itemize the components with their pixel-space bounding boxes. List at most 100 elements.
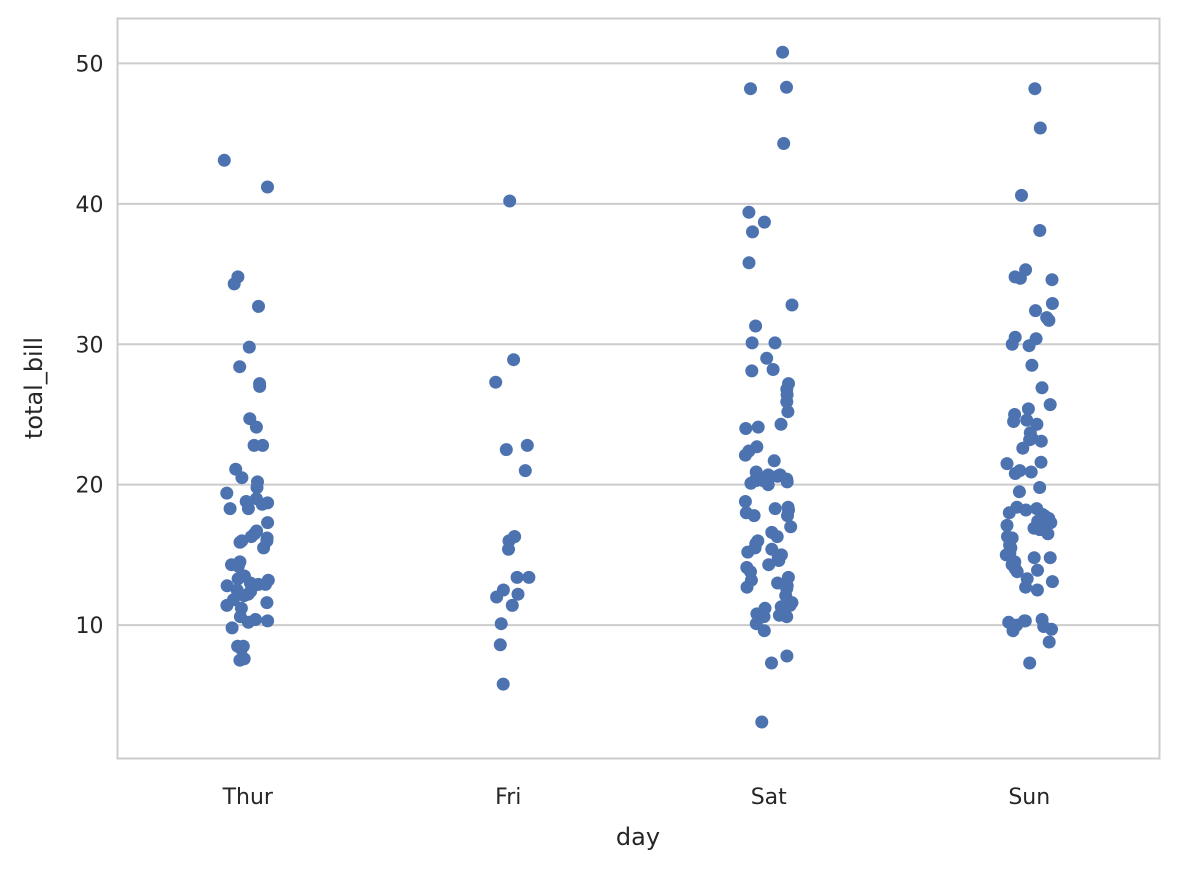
data-point [217,153,231,167]
data-point [520,438,534,452]
data-point [740,580,754,594]
data-point [744,82,757,96]
data-point [1030,583,1044,597]
data-point [762,558,776,572]
data-point [1020,413,1034,427]
data-point [1000,518,1014,532]
data-point [1034,455,1048,469]
y-tick-label: 10 [76,614,104,639]
data-point [768,336,782,350]
data-point [1021,402,1035,416]
x-tick-label: Thur [222,785,274,810]
data-point [757,215,771,229]
data-point [742,256,756,270]
data-point [780,649,794,663]
data-point [739,422,753,435]
data-point [746,225,759,239]
data-point [503,194,517,208]
data-point [235,471,249,485]
data-point [1033,481,1047,494]
y-tick-label: 50 [76,52,104,77]
data-point [744,476,758,490]
data-point [747,509,761,523]
y-tick-label: 40 [76,193,104,218]
data-point [738,448,752,462]
data-point [1041,527,1055,541]
data-point [510,570,524,584]
data-point [1002,506,1016,520]
data-point [1029,304,1042,318]
data-point [780,395,794,409]
data-point [1007,415,1021,428]
data-point [223,502,237,516]
plot-frame [116,17,1161,760]
data-point [502,542,515,556]
data-point [1035,381,1049,395]
data-point [1045,622,1058,636]
data-point [241,502,255,516]
data-point [490,590,504,604]
data-point [261,180,274,194]
data-point [781,405,795,419]
data-point [1000,457,1014,471]
data-point [252,299,265,313]
data-point [738,495,752,508]
y-tick-label: 20 [76,474,104,499]
data-point [1033,121,1047,135]
data-point [1008,467,1022,480]
data-point [234,642,248,656]
data-point [507,353,521,367]
data-point [1027,551,1041,565]
data-point [1034,434,1048,448]
data-point [253,379,267,393]
data-point [761,478,775,492]
data-point [257,541,271,555]
data-point [499,443,513,457]
data-point [745,336,759,350]
data-point [1022,339,1036,353]
data-point [1028,82,1042,96]
data-point [1006,624,1020,638]
data-point [1013,271,1027,285]
data-point [1045,273,1059,287]
data-point [227,277,241,291]
data-point [1012,485,1026,499]
data-point [237,589,251,603]
data-point [777,137,791,150]
data-point [1023,656,1037,670]
grid-lines [117,62,1160,627]
data-point [261,614,275,628]
data-point [742,205,756,219]
data-point [760,351,774,365]
data-point [242,340,256,354]
data-point [780,475,794,489]
data-point [505,598,519,612]
data-point [518,464,532,478]
data-point [255,497,269,511]
data-point [785,298,799,312]
data-point [745,364,759,378]
data-point [1010,565,1024,579]
data-point [522,570,536,584]
data-point [1043,398,1057,412]
data-point [776,45,790,59]
data-point [780,610,794,624]
data-point [1042,635,1056,649]
data-point [1019,503,1033,517]
data-point [770,530,784,544]
data-point [774,417,788,431]
data-point [1019,580,1033,594]
data-point [225,621,239,635]
data-point [231,572,245,586]
y-tick-label: 30 [76,333,104,358]
data-point [781,509,794,523]
data-point [1042,313,1056,327]
data-point [772,554,786,567]
data-point [1016,441,1030,455]
data-point [1045,575,1059,589]
data-point [751,420,765,434]
data-point [1031,563,1044,577]
data-point [1043,551,1057,565]
